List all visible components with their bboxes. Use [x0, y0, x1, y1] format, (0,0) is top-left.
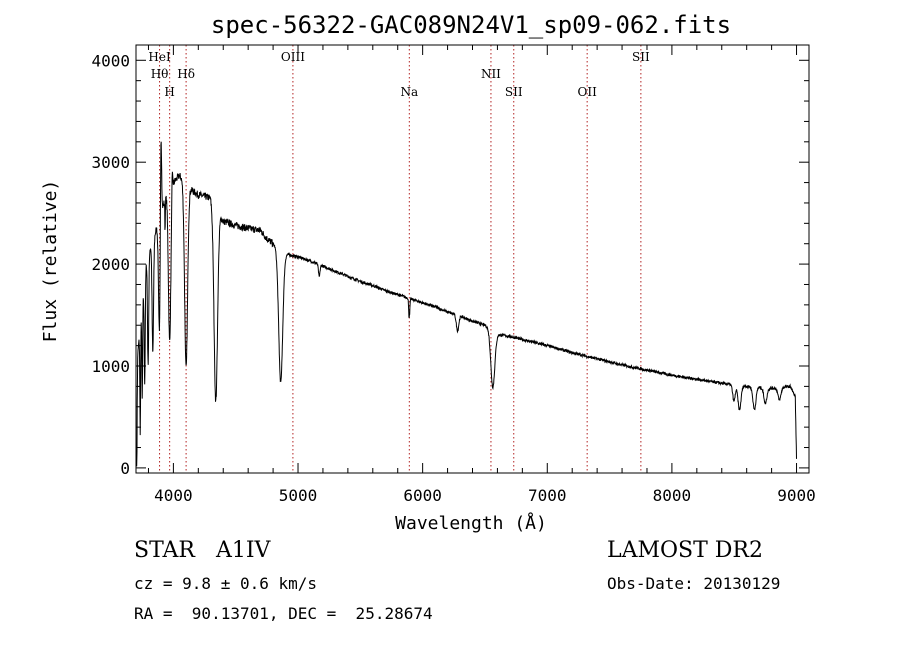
coordinates: RA = 90.13701, DEC = 25.28674: [134, 604, 433, 623]
chart-title: spec-56322-GAC089N24V1_sp09-062.fits: [211, 11, 731, 39]
spectrum-chart: spec-56322-GAC089N24V1_sp09-062.fits HθH…: [40, 11, 816, 534]
y-tick-label: 1000: [91, 357, 130, 376]
x-axis: 4000 5000 6000 7000 8000 9000: [147, 45, 816, 505]
spectral-line-label: OII: [577, 85, 597, 99]
spectral-line-label: HeI: [148, 50, 171, 64]
spectral-line-markers: [159, 45, 642, 473]
spectral-line-label: NII: [481, 67, 501, 81]
redshift-velocity: cz = 9.8 ± 0.6 km/s: [134, 574, 318, 593]
spectral-line-label: Hθ: [151, 67, 169, 81]
x-tick-label: 7000: [528, 486, 567, 505]
x-tick-label: 6000: [403, 486, 442, 505]
survey-name: LAMOST DR2: [607, 538, 763, 563]
observation-date: Obs-Date: 20130129: [607, 574, 781, 593]
spectral-line-label: OIII: [281, 50, 305, 64]
x-tick-label: 4000: [154, 486, 193, 505]
spectral-line-label: SII: [632, 50, 650, 64]
y-axis: 0 1000 2000 3000 4000: [91, 51, 809, 478]
y-tick-label: 3000: [91, 153, 130, 172]
spectral-line-label: H: [164, 85, 174, 99]
y-axis-label: Flux (relative): [40, 180, 61, 343]
spectrum-line: [136, 141, 797, 467]
y-tick-label: 0: [120, 459, 130, 478]
x-axis-label: Wavelength (Å): [395, 512, 547, 534]
y-tick-label: 4000: [91, 51, 130, 70]
x-tick-label: 9000: [777, 486, 816, 505]
x-tick-label: 8000: [653, 486, 692, 505]
x-tick-label: 5000: [279, 486, 318, 505]
spectral-line-label: SII: [505, 85, 523, 99]
y-tick-label: 2000: [91, 255, 130, 274]
spectral-line-label: Hδ: [177, 67, 195, 81]
spectral-line-labels: Hθ HeI HHδ OIII Na NII SII OII SII: [148, 50, 650, 99]
plot-frame: [135, 44, 810, 474]
spectral-line-label: Na: [400, 85, 418, 99]
object-class: STAR A1IV: [134, 538, 271, 563]
